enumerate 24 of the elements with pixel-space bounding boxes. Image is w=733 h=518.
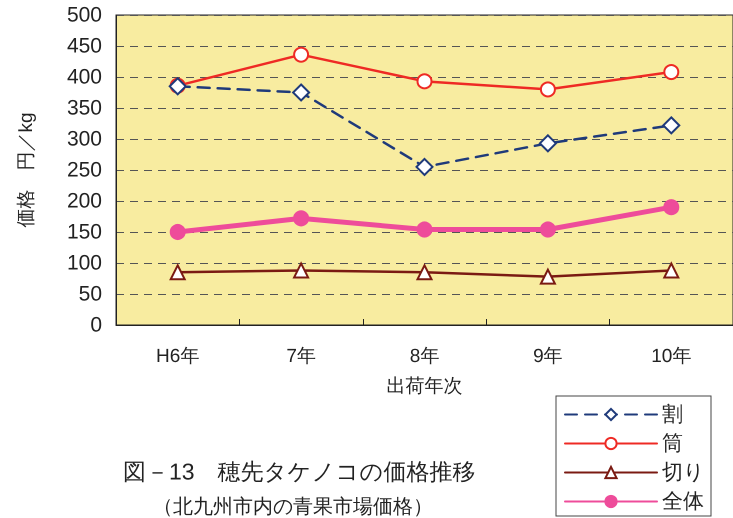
y-tick-label: 100 — [66, 252, 102, 274]
x-tick-label: 7年 — [286, 346, 316, 367]
x-tick-label: 9年 — [533, 346, 563, 367]
y-tick-label: 0 — [90, 314, 102, 336]
y-tick-label: 300 — [66, 128, 102, 150]
y-tick-label: 200 — [66, 190, 102, 212]
y-tick-label: 150 — [66, 220, 102, 244]
x-tick-label: 8年 — [410, 346, 440, 367]
x-tick-label: H6年 — [156, 346, 200, 367]
legend-label: 切り — [662, 461, 705, 484]
legend-label: 筒 — [662, 432, 683, 455]
y-tick-label: 50 — [78, 282, 102, 306]
y-tick-label: 250 — [66, 158, 102, 182]
x-axis-title: 出荷年次 — [386, 376, 462, 397]
x-tick-label: 10年 — [651, 346, 692, 367]
y-axis-title: 価格 円／kg — [16, 112, 37, 228]
y-tick-label: 500 — [66, 4, 102, 26]
text: （北九州市内の青果市場価格） — [153, 496, 433, 518]
y-tick-label: 400 — [66, 66, 102, 88]
text: 図－13 穂先タケノコの価格推移 — [123, 458, 476, 484]
y-tick-label: 450 — [66, 34, 102, 58]
legend-label: 割 — [662, 403, 683, 426]
legend-label: 全体 — [662, 490, 704, 513]
y-tick-label: 350 — [66, 96, 102, 120]
